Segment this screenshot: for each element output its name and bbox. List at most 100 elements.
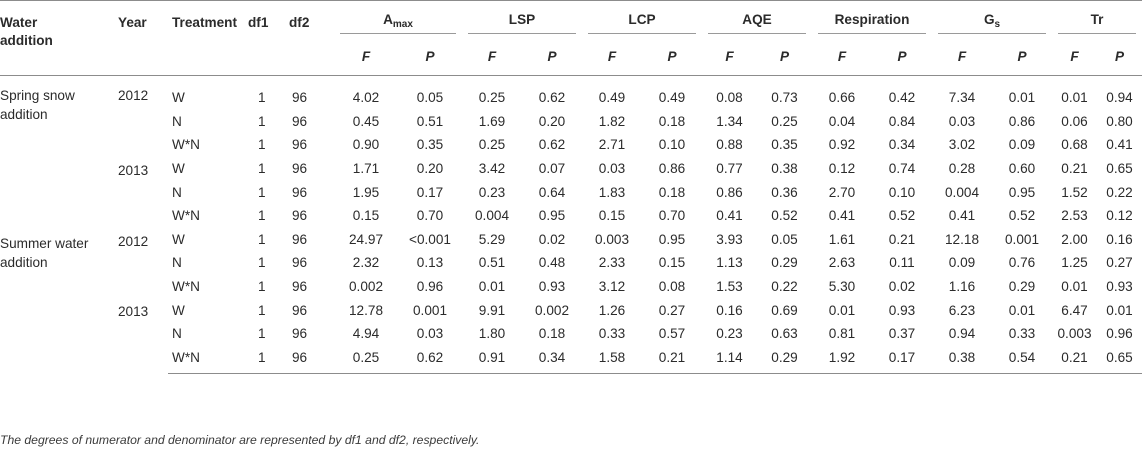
- table-row: W*N 1 96 0.002 0.96 0.01 0.93 3.12 0.08 1.53 0.22 5…: [0, 275, 1142, 299]
- p-value-cell: 0.35: [416, 137, 444, 153]
- f-value-cell: 2.32: [352, 255, 380, 271]
- df1-cell: 1: [258, 255, 266, 271]
- header-water-addition-label: Water addition: [0, 15, 53, 48]
- p-value-cell: 0.48: [538, 255, 566, 271]
- f-value-cell: 0.66: [828, 90, 856, 106]
- p-value-cell: 0.54: [992, 345, 1053, 375]
- p-value-cell: 0.05: [416, 90, 444, 106]
- p-value-cell: 0.76: [1008, 255, 1036, 271]
- f-value-cell: 1.53: [716, 279, 743, 295]
- p-value-cell: 0.73: [771, 90, 798, 106]
- f-value-cell: 0.23: [716, 326, 743, 342]
- p-value-cell: 0.05: [771, 231, 798, 247]
- df2-cell: 96: [292, 113, 308, 129]
- p-value-cell: 0.65: [1106, 161, 1133, 177]
- subheader-gs-p: P: [992, 38, 1053, 76]
- f-value-cell: 2.00: [1061, 231, 1088, 247]
- p-value-cell: 0.84: [888, 113, 916, 129]
- table-row: N 1 96 2.32 0.13 0.51 0.48 2.33 0.15 1.13 0.29 2.63…: [0, 251, 1142, 275]
- f-value-cell: 4.02: [352, 90, 380, 106]
- f-value-cell: 0.002: [348, 279, 384, 295]
- p-value-cell: 0.86: [658, 161, 686, 177]
- f-value-cell: 0.004: [944, 184, 980, 200]
- subheader-tr-p: P: [1097, 38, 1143, 76]
- p-value-cell: 0.93: [888, 302, 916, 318]
- f-value-cell: 0.51: [478, 255, 506, 271]
- treatment-cell: W*N: [172, 208, 200, 224]
- p-value-cell: 0.65: [1097, 345, 1143, 375]
- p-value-cell: 0.27: [1106, 255, 1133, 271]
- table-row: Summer water addition 2012 W 1 96 24.97 <0.001…: [0, 228, 1142, 270]
- f-value-cell: 6.23: [948, 302, 976, 318]
- f-value-cell: 0.41: [716, 208, 743, 224]
- p-value-cell: 0.70: [416, 208, 444, 224]
- p-value-cell: 0.95: [1008, 184, 1036, 200]
- treatment-cell: N: [172, 184, 182, 200]
- f-value-cell: 0.08: [716, 90, 743, 106]
- table-row: N 1 96 1.95 0.17 0.23 0.64 1.83 0.18 0.86 0.36 2.70…: [0, 180, 1142, 204]
- f-value-cell: 4.94: [352, 326, 380, 342]
- f-value-cell: 1.58: [582, 345, 642, 375]
- f-value-cell: 0.28: [948, 161, 976, 177]
- p-value-cell: 0.95: [658, 231, 686, 247]
- header-gs-sub: s: [994, 18, 1001, 30]
- f-value-cell: 0.15: [598, 208, 626, 224]
- p-value-cell: 0.18: [658, 184, 686, 200]
- p-value-cell: 0.93: [538, 279, 566, 295]
- f-value-cell: 0.33: [598, 326, 626, 342]
- f-value-cell: 0.16: [716, 302, 743, 318]
- f-value-cell: 3.93: [716, 231, 743, 247]
- p-value-cell: 0.03: [416, 326, 444, 342]
- subheader-lsp-f: F: [462, 38, 522, 76]
- f-value-cell: 3.42: [478, 161, 506, 177]
- p-value-cell: 0.63: [771, 326, 798, 342]
- p-value-cell: 0.95: [538, 208, 566, 224]
- subheader-lsp-p: P: [522, 38, 582, 76]
- df1-cell: 1: [258, 279, 266, 295]
- f-value-cell: 0.21: [1052, 345, 1098, 375]
- p-value-cell: 0.41: [1106, 137, 1133, 153]
- f-value-cell: 0.68: [1061, 137, 1088, 153]
- p-value-cell: 0.36: [771, 184, 798, 200]
- f-value-cell: 1.52: [1061, 184, 1088, 200]
- table-row: 2013 W 1 96 1.71 0.20 3.42 0.07 0.03 0.86 0.77 0.38…: [0, 157, 1142, 181]
- p-value-cell: 0.38: [771, 161, 798, 177]
- f-value-cell: 0.81: [828, 326, 856, 342]
- p-value-cell: <0.001: [409, 231, 451, 247]
- header-treatment: Treatment: [168, 0, 248, 76]
- treatment-cell: W: [172, 161, 185, 177]
- p-value-cell: 0.52: [1008, 208, 1036, 224]
- f-value-cell: 0.23: [478, 184, 506, 200]
- f-value-cell: 0.004: [474, 208, 510, 224]
- header-aqe-label: AQE: [708, 6, 806, 34]
- p-value-cell: 0.34: [888, 137, 916, 153]
- water-addition-cell: Summer water addition: [0, 228, 112, 374]
- water-addition-label: Spring snow addition: [0, 88, 75, 122]
- p-value-cell: 0.002: [534, 302, 570, 318]
- df1-cell: 1: [258, 208, 266, 224]
- header-lcp: LCP: [582, 0, 702, 38]
- treatment-cell: N: [172, 326, 182, 342]
- f-value-cell: 0.003: [1057, 326, 1092, 342]
- year-cell: 2013: [118, 304, 149, 320]
- table-row: W*N 1 96 0.90 0.35 0.25 0.62 2.71 0.10 0.88 0.35 0.…: [0, 133, 1142, 157]
- table-row: W*N 1 96 0.15 0.70 0.004 0.95 0.15 0.70 0.41 0.52 0…: [0, 204, 1142, 228]
- f-value-cell: 1.83: [598, 184, 626, 200]
- header-lcp-label: LCP: [588, 6, 696, 34]
- table-row: N 1 96 0.45 0.51 1.69 0.20 1.82 0.18 1.34 0.25 0.04…: [0, 110, 1142, 134]
- p-value-cell: 0.01: [1106, 302, 1133, 318]
- p-value-cell: 0.12: [1106, 208, 1133, 224]
- p-value-cell: 0.11: [889, 255, 915, 271]
- p-value-cell: 0.08: [658, 279, 686, 295]
- p-value-cell: 0.80: [1106, 113, 1133, 129]
- f-value-cell: 3.12: [598, 279, 626, 295]
- header-tr-label: Tr: [1058, 6, 1137, 34]
- f-value-cell: 2.71: [598, 137, 626, 153]
- header-lsp-label: LSP: [468, 6, 576, 34]
- p-value-cell: 0.52: [771, 208, 798, 224]
- df2-cell: 96: [292, 326, 308, 342]
- p-value-cell: 0.22: [771, 279, 798, 295]
- p-value-cell: 0.37: [888, 326, 916, 342]
- p-value-cell: 0.69: [771, 302, 798, 318]
- table-row: 2013 W 1 96 12.78 0.001 9.91 0.002 1.26 0.27 0.16 0…: [0, 298, 1142, 322]
